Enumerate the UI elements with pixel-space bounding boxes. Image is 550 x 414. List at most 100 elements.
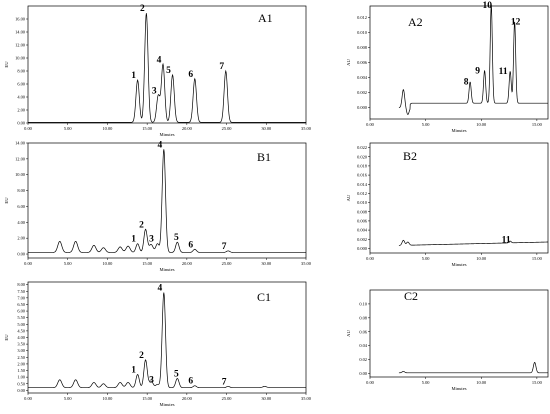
y-axis-label: AU [346,330,351,337]
peak-label: 3 [149,235,154,245]
peak-label: 5 [174,369,179,379]
y-tick-label: 0.06 [359,329,367,334]
chromatogram-trace [398,4,548,115]
x-tick-label: 30.00 [261,261,272,266]
peak-label: 2 [139,220,144,230]
peak-label: 1 [131,71,136,81]
peak-label: 5 [174,233,179,243]
chart-panel-b1: 0.00 2.00 4.00 6.00 8.00 10.00 12.00 14.00 0.00 5… [4,140,312,272]
x-tick-label: 0.00 [24,126,32,131]
y-tick-label: 0.000 [357,246,368,251]
y-tick-label: 0.020 [357,154,368,159]
y-tick-label: 0.008 [357,45,368,50]
y-axis-label: AU [346,194,351,201]
plot-frame [27,142,307,259]
peak-label: 1 [131,235,136,245]
x-tick-label: 5.00 [64,126,72,131]
y-tick-label: 10.00 [15,172,26,177]
y-tick-label: 1.50 [17,368,25,373]
y-tick-label: 0.10 [359,301,367,306]
panel-label: B2 [403,149,417,163]
x-tick-label: 10.00 [476,380,487,385]
chromatogram-trace [28,13,306,123]
x-tick-label: 35.00 [301,261,312,266]
y-tick-label: 0.00 [17,121,25,126]
chart-panel-a2: 0.000 0.002 0.004 0.006 0.008 0.010 0.012 0.00 5… [346,1,549,133]
x-tick-label: 15.00 [532,256,543,261]
peak-label: 3 [149,375,154,385]
y-tick-label: 8.00 [17,188,25,193]
peak-label: 12 [511,17,521,27]
x-tick-label: 30.00 [261,396,272,401]
panel-label: A2 [408,15,423,29]
x-axis-label: Minutes [451,386,466,391]
y-tick-label: 2.00 [17,108,25,113]
y-tick-label: 0.010 [357,30,368,35]
x-tick-label: 20.00 [182,126,193,131]
y-tick-label: 3.00 [17,348,25,353]
y-tick-label: 6.00 [17,309,25,314]
x-tick-label: 15.00 [532,122,543,127]
y-axis-label: EU [4,334,9,341]
x-tick-label: 5.00 [422,380,430,385]
x-tick-label: 5.00 [64,261,72,266]
y-tick-label: 2.50 [17,355,25,360]
y-tick-label: 2.00 [17,361,25,366]
x-tick-label: 30.00 [261,126,272,131]
y-axis-label: AU [346,59,351,66]
y-tick-label: 0.50 [17,381,25,386]
chromatogram-trace [28,292,306,389]
peak-label: 4 [157,140,162,150]
y-axis-label: EU [4,61,9,68]
x-tick-label: 10.00 [102,396,113,401]
x-tick-label: 15.00 [142,396,153,401]
y-tick-label: 8.00 [17,69,25,74]
y-tick-label: 0.04 [359,343,367,348]
peak-label: 5 [166,66,171,76]
peak-label: 11 [499,67,508,77]
y-tick-label: 7.00 [17,295,25,300]
y-tick-label: 7.50 [17,289,25,294]
y-tick-label: 16.00 [15,17,26,22]
peak-label: 11 [502,235,511,245]
y-tick-label: 0.08 [359,315,367,320]
y-tick-label: 4.00 [17,220,25,225]
chart-panel-c2: 0.00 0.02 0.04 0.06 0.08 0.10 0.00 5.00 10.00 15.… [346,289,549,391]
peak-label: 1 [131,366,136,376]
chromatogram-trace [398,239,548,246]
y-tick-label: 0.022 [357,145,367,150]
x-tick-label: 20.00 [182,261,193,266]
x-tick-label: 10.00 [476,122,487,127]
x-tick-label: 0.00 [24,396,32,401]
chart-panel-b2: 0.000 0.002 0.004 0.006 0.008 0.010 0.012 0.014… [346,142,549,267]
peak-label: 6 [188,240,193,250]
x-tick-label: 0.00 [366,122,374,127]
y-tick-label: 4.50 [17,328,25,333]
y-tick-label: 3.50 [17,342,25,347]
x-tick-label: 0.00 [366,380,374,385]
chart-panel-a1: 0.002.004.006.008.0010.0012.0014.0016.00… [4,4,312,137]
y-tick-label: 0.018 [357,163,368,168]
peak-label: 7 [222,242,227,252]
y-tick-label: 0.014 [357,182,368,187]
x-tick-label: 10.00 [102,261,113,266]
plot-frame [369,289,549,378]
chromatogram-trace [398,362,548,374]
x-axis-label: Minutes [451,262,466,267]
y-tick-label: 0.00 [17,388,25,393]
y-tick-label: 8.00 [17,282,25,287]
x-tick-label: 5.00 [422,122,430,127]
peak-label: 10 [483,1,493,11]
x-tick-label: 25.00 [222,396,233,401]
x-tick-label: 0.00 [24,261,32,266]
y-tick-label: 4.00 [17,95,25,100]
x-tick-label: 25.00 [222,261,233,266]
y-tick-label: 0.02 [359,357,367,362]
x-tick-label: 10.00 [476,256,487,261]
x-axis-label: Minutes [159,267,174,272]
y-tick-label: 14.00 [15,141,26,146]
y-tick-label: 6.50 [17,302,25,307]
x-tick-label: 5.00 [422,256,430,261]
peak-label: 4 [157,284,162,294]
